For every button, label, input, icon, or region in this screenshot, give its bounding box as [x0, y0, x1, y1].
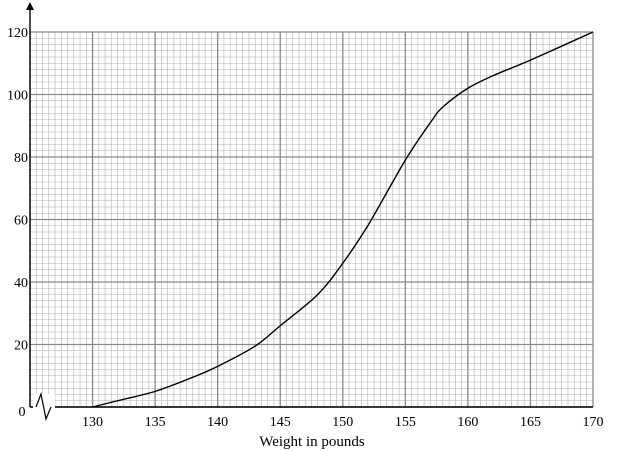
origin-label: 0: [19, 405, 26, 420]
x-tick-label: 150: [332, 415, 353, 430]
x-axis-title: Weight in pounds: [259, 434, 365, 450]
y-tick-label: 40: [14, 276, 28, 291]
tick-labels: 130 135 140 145 150 155 160 165 170 20 40 60 80 100 12…: [7, 26, 604, 430]
curve-layer: [92, 31, 594, 408]
x-tick-label: 130: [82, 415, 103, 430]
y-tick-label: 80: [14, 151, 28, 166]
grid: [29, 31, 594, 408]
axis-break-symbol: [33, 391, 55, 422]
x-tick-label: 140: [207, 415, 228, 430]
x-tick-label: 160: [457, 415, 478, 430]
axes: [26, 2, 593, 408]
cumulative-frequency-curve-0: [92, 31, 594, 408]
y-tick-label: 120: [7, 26, 28, 41]
y-axis-arrow: [26, 2, 34, 10]
x-tick-label: 155: [395, 415, 416, 430]
y-tick-label: 20: [14, 339, 28, 354]
x-tick-label: 170: [583, 415, 604, 430]
x-tick-label: 165: [520, 415, 541, 430]
x-tick-label: 145: [270, 415, 291, 430]
y-tick-label: 100: [7, 89, 28, 104]
y-tick-label: 60: [14, 214, 28, 229]
axis-break-zigzag: [35, 391, 52, 422]
x-tick-label: 135: [145, 415, 166, 430]
